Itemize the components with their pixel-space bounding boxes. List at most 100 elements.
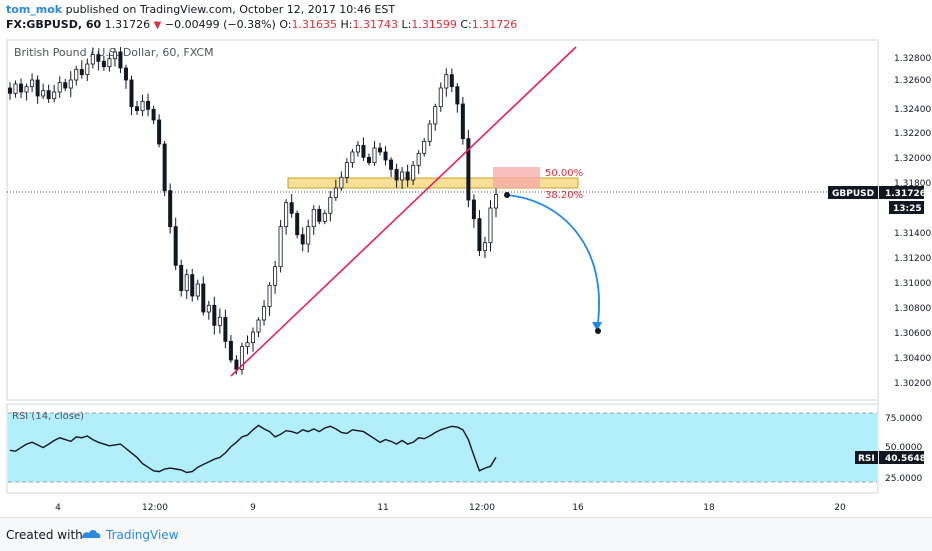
candle-body[interactable]	[162, 143, 167, 192]
candle-body[interactable]	[140, 100, 145, 112]
candle-body[interactable]	[444, 74, 449, 89]
projection-arrow[interactable]	[506, 194, 600, 331]
candle-body[interactable]	[129, 79, 134, 108]
candle-body[interactable]	[389, 159, 394, 170]
candle-body[interactable]	[493, 194, 498, 209]
candle-body[interactable]	[339, 176, 344, 189]
candle-body[interactable]	[184, 274, 189, 292]
candle-body[interactable]	[179, 264, 184, 292]
candle-body[interactable]	[400, 171, 405, 181]
candle-body[interactable]	[206, 304, 211, 313]
candle-body[interactable]	[482, 242, 487, 252]
candle-body[interactable]	[63, 82, 68, 89]
candle-body[interactable]	[157, 119, 162, 145]
candle-body[interactable]	[295, 212, 300, 236]
arrow-start-point[interactable]	[504, 192, 510, 198]
candle-body[interactable]	[228, 340, 233, 361]
candle-body[interactable]	[135, 106, 140, 112]
candle-body[interactable]	[7, 87, 12, 94]
candle-body[interactable]	[223, 316, 228, 342]
candle-body[interactable]	[151, 108, 156, 121]
candle-body[interactable]	[355, 144, 360, 153]
candle-body[interactable]	[300, 234, 305, 245]
candle-body[interactable]	[57, 82, 62, 93]
candle-body[interactable]	[471, 199, 476, 220]
candle-body[interactable]	[460, 103, 465, 140]
candle-body[interactable]	[19, 83, 24, 93]
candle-body[interactable]	[123, 67, 128, 81]
candle-body[interactable]	[372, 147, 377, 164]
tradingview-brand-link[interactable]: TradingView	[106, 528, 179, 542]
candle-body[interactable]	[317, 208, 322, 222]
candle-body[interactable]	[68, 79, 73, 89]
candle-body[interactable]	[455, 86, 460, 105]
time-axis[interactable]: 4 12:00 9 11 12:00 16 18 20	[55, 503, 846, 513]
candle-body[interactable]	[405, 171, 410, 181]
candle-body[interactable]	[488, 207, 493, 244]
candle-body[interactable]	[146, 100, 151, 110]
candle-body[interactable]	[41, 90, 46, 97]
candles[interactable]	[7, 46, 498, 375]
author-link[interactable]: tom_mok	[6, 3, 63, 16]
candle-body[interactable]	[433, 106, 438, 125]
candle-body[interactable]	[90, 54, 95, 65]
candle-body[interactable]	[394, 168, 399, 181]
candle-body[interactable]	[350, 151, 355, 164]
candle-body[interactable]	[190, 274, 195, 297]
candle-body[interactable]	[361, 144, 366, 158]
candle-body[interactable]	[411, 164, 416, 181]
candle-body[interactable]	[13, 83, 18, 94]
candle-body[interactable]	[24, 86, 29, 93]
candle-body[interactable]	[107, 58, 112, 68]
candle-body[interactable]	[466, 138, 471, 201]
candle-body[interactable]	[273, 266, 278, 286]
price-chart[interactable]: 1.32800 1.32600 1.32400 1.32200 1.32000 …	[0, 0, 932, 517]
candle-body[interactable]	[333, 187, 338, 198]
rsi-line[interactable]	[9, 424, 497, 474]
candle-body[interactable]	[284, 202, 289, 228]
candle-body[interactable]	[201, 283, 206, 313]
candle-body[interactable]	[101, 60, 106, 68]
candle-body[interactable]	[195, 283, 200, 297]
candle-body[interactable]	[79, 68, 84, 76]
candle-body[interactable]	[344, 162, 349, 178]
rsi-axis[interactable]: 75.0000 50.0000 25.0000	[885, 414, 922, 484]
candle-body[interactable]	[328, 196, 333, 214]
candle-body[interactable]	[289, 202, 294, 214]
candle-body[interactable]	[35, 79, 40, 97]
trendline[interactable]	[230, 46, 577, 377]
candle-body[interactable]	[245, 342, 250, 348]
candle-body[interactable]	[173, 226, 178, 266]
candle-body[interactable]	[262, 306, 267, 321]
candle-body[interactable]	[256, 319, 261, 333]
candle-body[interactable]	[278, 226, 283, 268]
candle-body[interactable]	[366, 156, 371, 164]
candle-body[interactable]	[306, 226, 311, 245]
candle-body[interactable]	[46, 90, 51, 100]
candle-body[interactable]	[477, 218, 482, 252]
candle-body[interactable]	[322, 212, 327, 222]
candle-body[interactable]	[438, 87, 443, 108]
candle-body[interactable]	[96, 54, 101, 62]
candle-body[interactable]	[250, 331, 255, 344]
candle-body[interactable]	[449, 74, 454, 88]
candle-body[interactable]	[168, 190, 173, 228]
candle-body[interactable]	[378, 147, 383, 153]
candle-body[interactable]	[85, 63, 90, 76]
candle-body[interactable]	[74, 68, 79, 81]
candle-body[interactable]	[234, 359, 239, 370]
candle-body[interactable]	[30, 79, 35, 88]
candle-body[interactable]	[239, 346, 244, 370]
candle-body[interactable]	[212, 304, 217, 326]
price-axis[interactable]: 1.32800 1.32600 1.32400 1.32200 1.32000 …	[894, 54, 931, 389]
candle-body[interactable]	[118, 51, 123, 69]
fib-zone[interactable]	[493, 167, 540, 188]
candle-body[interactable]	[52, 91, 57, 100]
candle-body[interactable]	[217, 316, 222, 326]
candle-body[interactable]	[267, 284, 272, 308]
arrow-end-point[interactable]	[595, 328, 601, 334]
candle-body[interactable]	[112, 51, 117, 60]
candle-body[interactable]	[311, 208, 316, 228]
candle-body[interactable]	[416, 152, 421, 166]
candle-body[interactable]	[383, 151, 388, 161]
